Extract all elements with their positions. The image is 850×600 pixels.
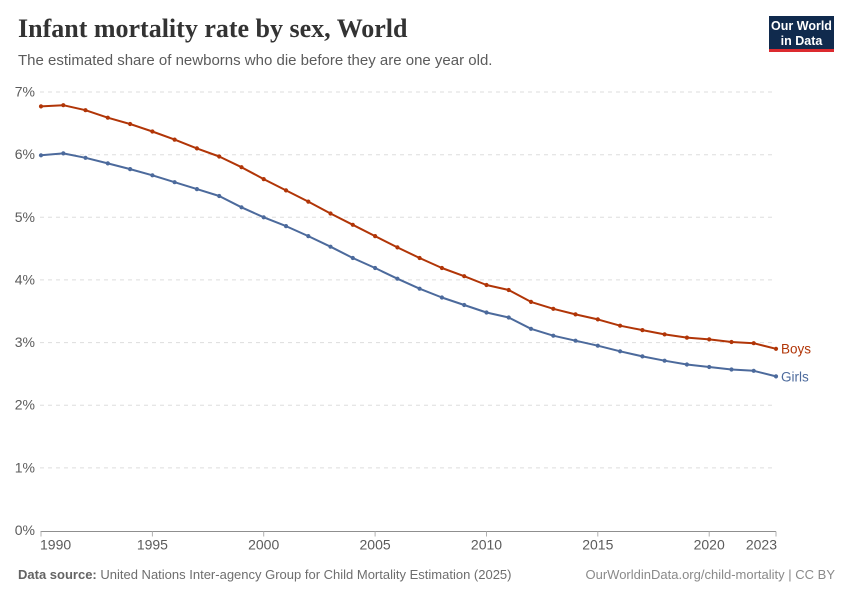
- svg-text:1%: 1%: [15, 459, 35, 475]
- svg-text:2000: 2000: [248, 537, 279, 553]
- svg-text:2015: 2015: [582, 537, 613, 553]
- svg-text:5%: 5%: [15, 209, 35, 225]
- svg-text:1995: 1995: [137, 537, 168, 553]
- svg-text:2010: 2010: [471, 537, 502, 553]
- svg-text:2%: 2%: [15, 397, 35, 413]
- svg-text:2005: 2005: [360, 537, 391, 553]
- svg-text:4%: 4%: [15, 271, 35, 287]
- svg-text:Boys: Boys: [781, 342, 811, 357]
- svg-text:3%: 3%: [15, 334, 35, 350]
- svg-text:2023: 2023: [746, 537, 777, 553]
- svg-text:2020: 2020: [694, 537, 725, 553]
- svg-text:7%: 7%: [15, 84, 35, 100]
- svg-text:6%: 6%: [15, 146, 35, 162]
- svg-text:Girls: Girls: [781, 370, 809, 385]
- svg-text:1990: 1990: [40, 537, 71, 553]
- svg-text:0%: 0%: [15, 522, 35, 538]
